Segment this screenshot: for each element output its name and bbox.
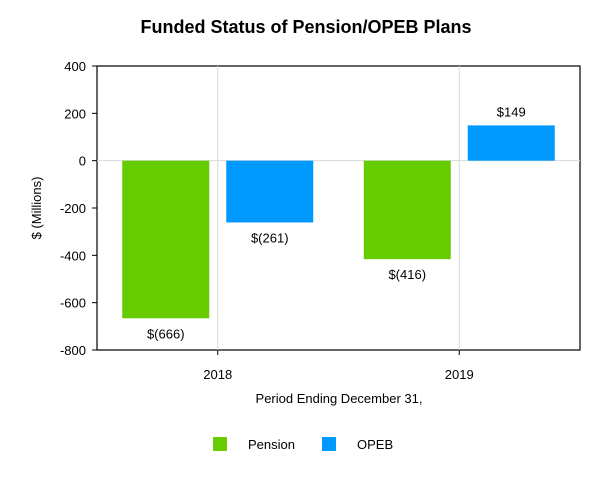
chart-title: Funded Status of Pension/OPEB Plans (140, 17, 471, 37)
y-axis-label: $ (Millions) (29, 177, 44, 240)
y-tick-label: -800 (60, 343, 86, 358)
data-label-opeb-2019: $149 (497, 104, 526, 119)
legend-swatch-opeb (322, 437, 336, 451)
plot-area: 400 200 0 -200 -400 -600 -800 2018 $(666) $(261) 2… (60, 59, 581, 382)
data-label-pension-2019: $(416) (388, 267, 426, 282)
y-tick-label: -600 (60, 296, 86, 311)
y-tick-label: -400 (60, 248, 86, 263)
data-label-opeb-2018: $(261) (251, 230, 289, 245)
bar-opeb-2018 (226, 160, 314, 223)
x-tick-label-2018: 2018 (203, 367, 232, 382)
y-tick-label: 200 (64, 106, 86, 121)
x-axis-label: Period Ending December 31, (256, 391, 423, 406)
bar-opeb-2019 (467, 125, 555, 161)
legend-label-opeb: OPEB (357, 437, 393, 452)
bar-pension-2018 (122, 160, 210, 319)
legend-label-pension: Pension (248, 437, 295, 452)
legend: Pension OPEB (213, 437, 393, 452)
y-tick-label: 400 (64, 59, 86, 74)
y-tick-label: 0 (79, 154, 86, 169)
legend-swatch-pension (213, 437, 227, 451)
data-label-pension-2018: $(666) (147, 326, 185, 341)
y-tick-label: -200 (60, 201, 86, 216)
bar-pension-2019 (363, 160, 451, 260)
x-tick-label-2019: 2019 (445, 367, 474, 382)
